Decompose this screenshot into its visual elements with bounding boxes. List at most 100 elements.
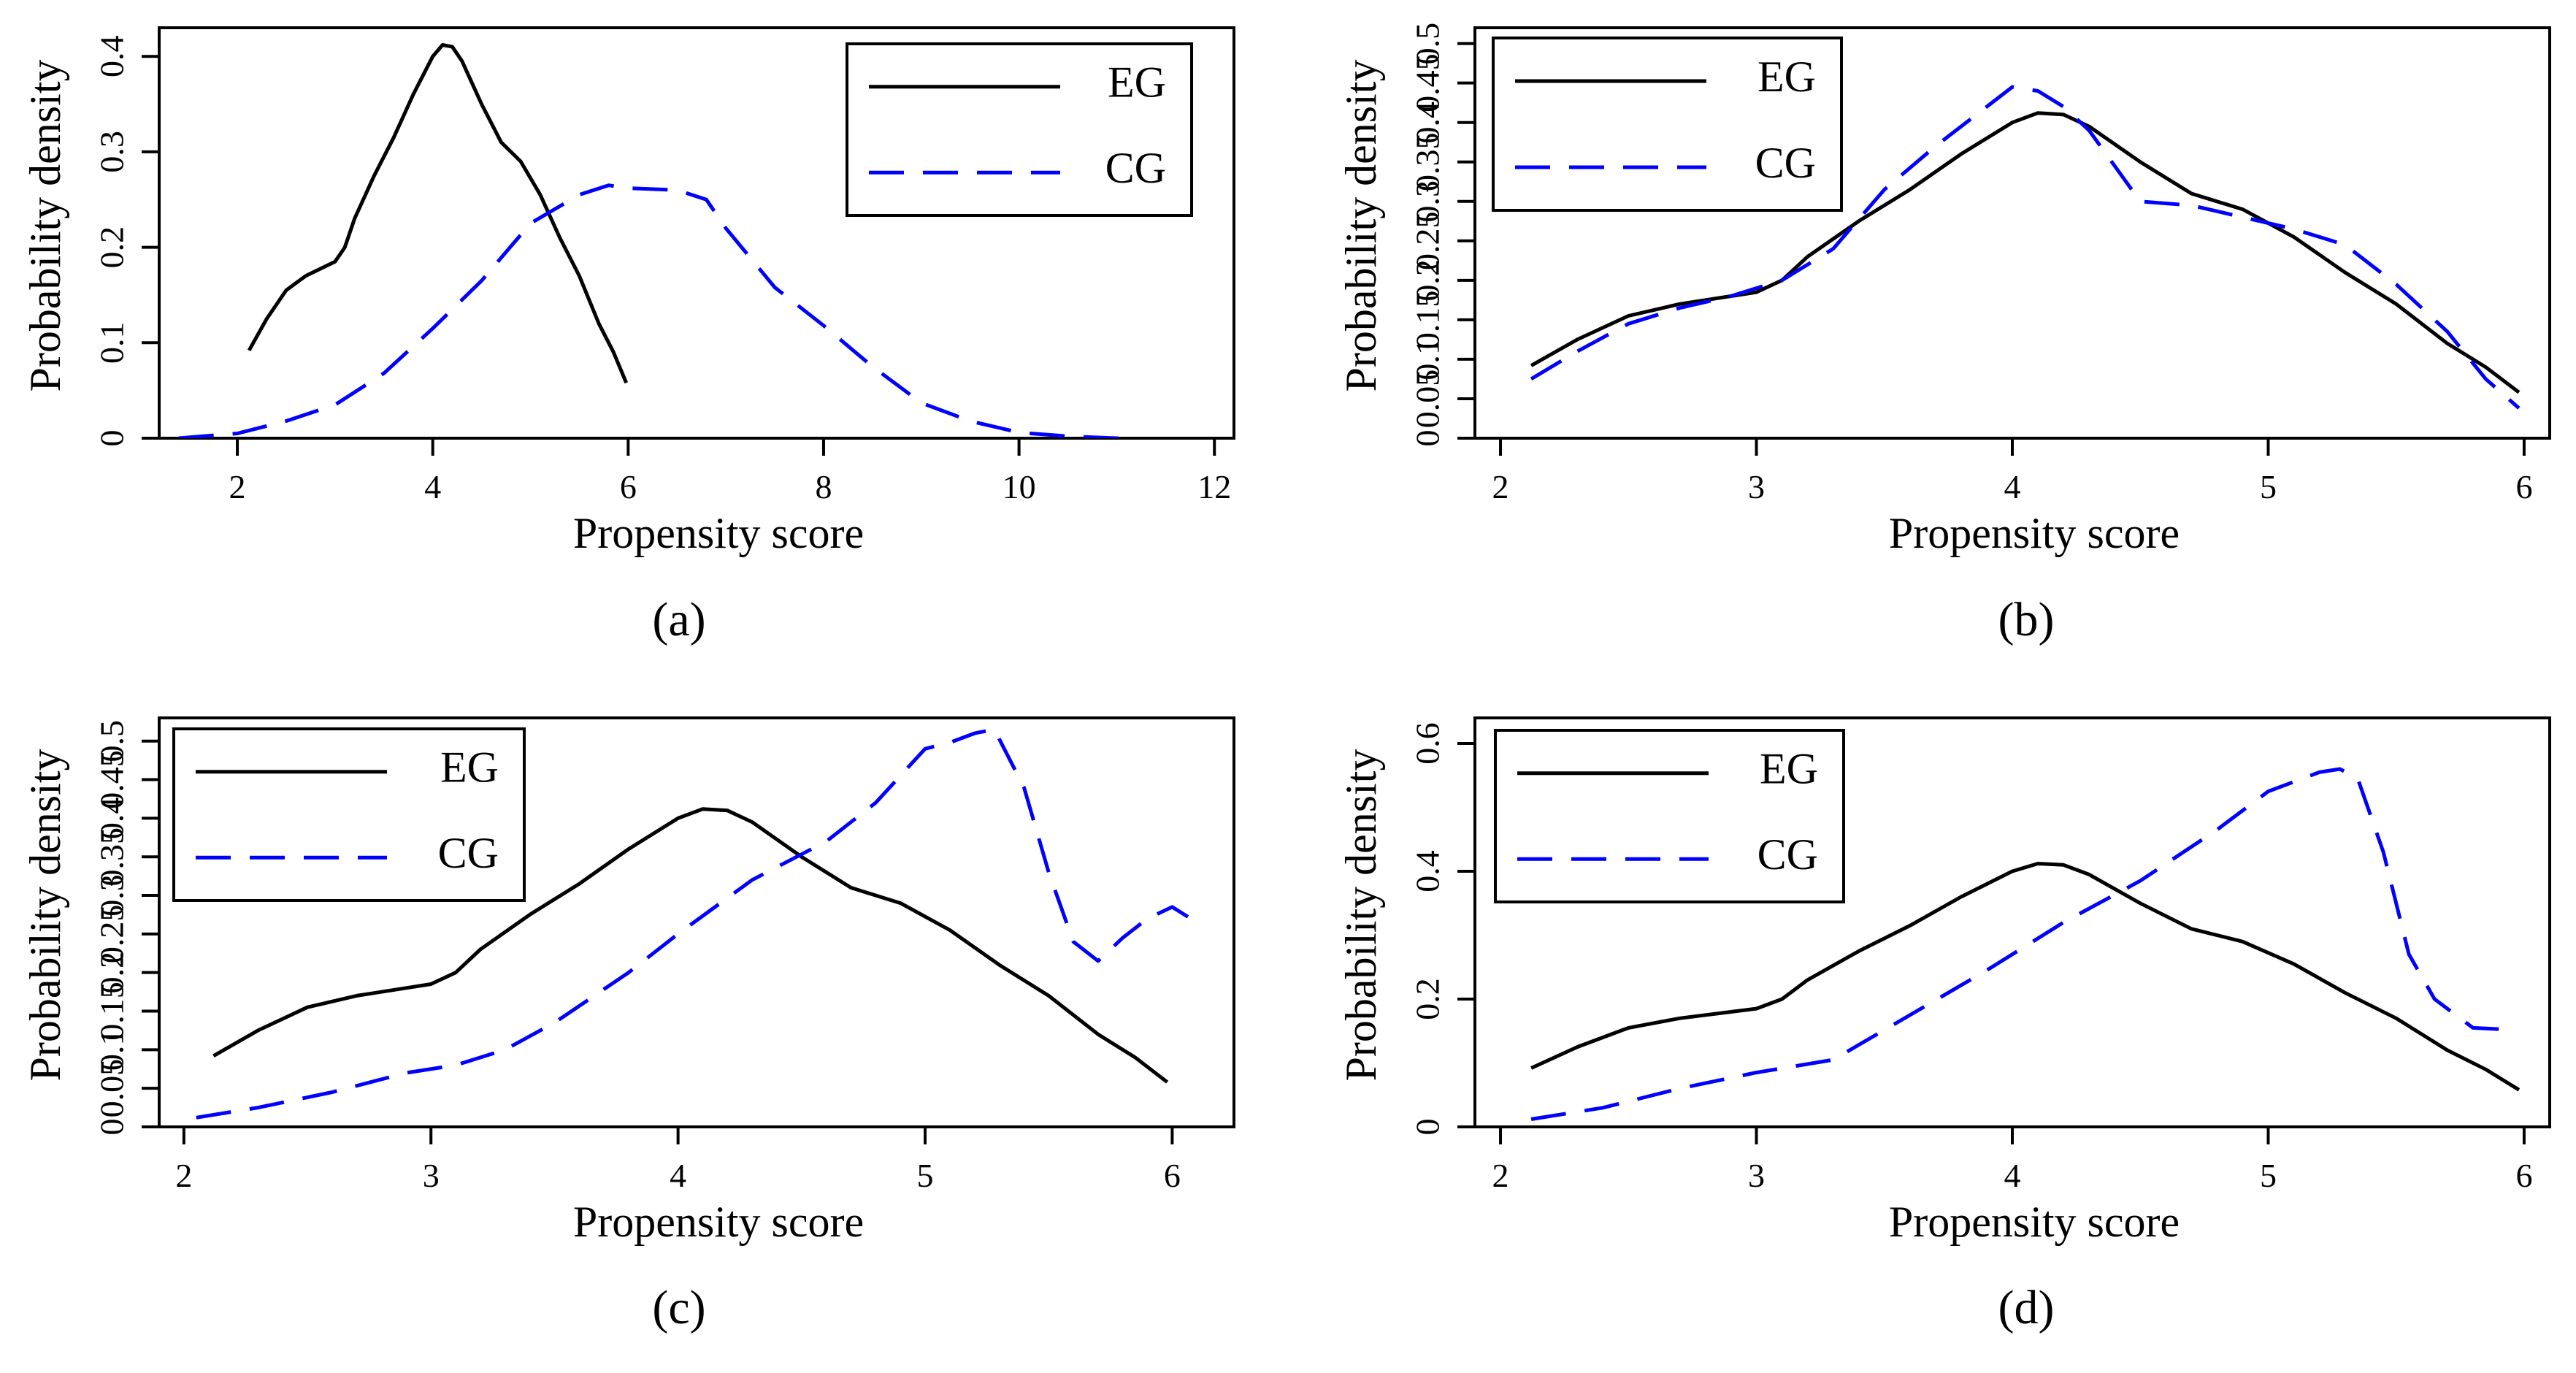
legend-d: EG CG: [1494, 729, 1845, 903]
y-tick-label-d: 0: [1409, 1119, 1446, 1136]
y-tick-label-b: 0.5: [1409, 23, 1446, 65]
series-group-c: [196, 727, 1198, 1120]
panel-label-c: (c): [652, 1281, 705, 1334]
x-tick-label-d: 2: [1492, 1157, 1509, 1194]
y-tick-label-c: 0.1: [93, 1029, 131, 1071]
x-tick-label-c: 3: [423, 1157, 440, 1194]
legend-b: EG CG: [1492, 37, 1843, 212]
y-axis-a: 0 0.1 0.2 0.3 0.4 Probability density: [21, 35, 161, 447]
x-tick-label-a: 4: [424, 468, 441, 505]
y-tick-label-c: 0.15: [93, 982, 131, 1041]
x-tick-label-a: 10: [1003, 468, 1036, 505]
legend-frame-d: [1494, 729, 1845, 903]
y-tick-label-b: 0: [1409, 430, 1446, 447]
y-tick-label-b: 0.2: [1409, 259, 1446, 302]
y-tick-label-c: 0.4: [93, 798, 131, 840]
y-tick-label-a: 0: [93, 430, 131, 447]
legend-c: EG CG: [172, 727, 526, 902]
y-tick-label-a: 0.3: [93, 131, 131, 173]
y-axis-d: 0 0.2 0.4 0.6 Probability density: [1337, 722, 1476, 1136]
y-tick-label-a: 0.1: [93, 322, 131, 364]
y-tick-label-c: 0.5: [93, 720, 131, 762]
legend-frame-a: [846, 42, 1193, 217]
y-tick-label-d: 0.4: [1409, 850, 1446, 892]
y-axis-label-d: Probability density: [1337, 749, 1385, 1082]
legend-label-eg-b: EG: [1757, 53, 1816, 101]
x-axis-label-c: Propensity score: [573, 1198, 864, 1246]
legend-label-eg-c: EG: [440, 743, 499, 792]
panel-d: 2 3 4 5 6 Propensity score 0 0.2 0.4 0.6 Probabili…: [1337, 716, 2551, 1334]
x-tick-label-a: 2: [229, 468, 246, 505]
y-tick-label-d: 0.6: [1409, 722, 1446, 765]
x-tick-label-b: 4: [2004, 468, 2021, 505]
x-tick-label-a: 8: [815, 468, 832, 505]
legend-frame-b: [1492, 37, 1843, 212]
y-axis-b: 00.050.10.150.20.250.30.350.40.450.5 Prob…: [1337, 23, 1476, 447]
x-tick-label-b: 5: [2260, 468, 2277, 505]
y-axis-c: 00.050.10.150.20.250.30.350.40.450.5 Prob…: [21, 720, 161, 1136]
series-line-cg-b: [1530, 85, 2521, 410]
y-tick-label-c: 0.45: [93, 750, 131, 809]
x-tick-label-d: 6: [2515, 1157, 2532, 1194]
legend-a: EG CG: [846, 42, 1193, 217]
x-axis-label-d: Propensity score: [1889, 1198, 2180, 1246]
y-axis-label-b: Probability density: [1337, 60, 1385, 392]
legend-label-cg-d: CG: [1757, 830, 1818, 879]
series-line-cg-d: [1530, 767, 2512, 1121]
x-tick-label-b: 3: [1748, 468, 1765, 505]
y-tick-label-c: 0.3: [93, 874, 131, 917]
panel-label-d: (d): [1998, 1281, 2055, 1334]
x-tick-label-b: 2: [1492, 468, 1509, 505]
y-tick-label-d: 0.2: [1409, 978, 1446, 1020]
series-group-b: [1530, 85, 2521, 410]
x-tick-label-b: 6: [2515, 468, 2532, 505]
x-axis-d: 2 3 4 5 6 Propensity score: [1492, 1125, 2532, 1246]
panel-a: 2 4 6 8 10 12 Propensity score 0 0.1 0.2 0.3 0.4 Pro…: [21, 26, 1235, 646]
series-group-d: [1530, 767, 2521, 1121]
x-tick-label-d: 5: [2260, 1157, 2277, 1194]
y-tick-label-c: 0.05: [93, 1059, 131, 1118]
x-axis-label-b: Propensity score: [1889, 509, 2180, 557]
y-tick-label-b: 0.3: [1409, 180, 1446, 223]
y-tick-label-b: 0.35: [1409, 132, 1446, 191]
x-axis-b: 2 3 4 5 6 Propensity score: [1492, 437, 2532, 557]
y-tick-label-b: 0.05: [1409, 370, 1446, 429]
x-tick-label-c: 6: [1164, 1157, 1181, 1194]
x-tick-label-a: 12: [1197, 468, 1231, 505]
series-group-a: [178, 43, 1127, 438]
legend-label-cg-c: CG: [438, 829, 499, 877]
x-tick-label-c: 4: [670, 1157, 686, 1194]
series-line-eg-a: [247, 43, 629, 384]
y-tick-label-c: 0.25: [93, 905, 131, 964]
x-tick-label-c: 5: [917, 1157, 934, 1194]
x-tick-label-d: 4: [2004, 1157, 2021, 1194]
y-tick-label-c: 0.2: [93, 952, 131, 994]
series-line-eg-b: [1530, 111, 2521, 394]
y-tick-label-c: 0: [93, 1119, 131, 1136]
series-line-cg-a: [178, 183, 1127, 438]
x-axis-c: 2 3 4 5 6 Propensity score: [175, 1125, 1181, 1246]
x-tick-label-a: 6: [620, 468, 637, 505]
legend-label-cg-a: CG: [1105, 144, 1166, 192]
x-axis-a: 2 4 6 8 10 12 Propensity score: [229, 437, 1231, 557]
y-axis-label-c: Probability density: [21, 749, 69, 1082]
y-tick-label-b: 0.45: [1409, 53, 1446, 112]
y-tick-label-b: 0.15: [1409, 291, 1446, 350]
series-line-eg-d: [1530, 862, 2521, 1092]
panel-label-a: (a): [652, 593, 705, 646]
legend-frame-c: [172, 727, 526, 902]
panel-c: 2 3 4 5 6 Propensity score 00.050.10.150.20.25…: [21, 716, 1235, 1334]
y-axis-label-a: Probability density: [21, 60, 69, 392]
y-tick-label-a: 0.4: [93, 35, 131, 77]
y-tick-label-a: 0.2: [93, 226, 131, 269]
legend-label-eg-a: EG: [1108, 58, 1166, 107]
panel-label-b: (b): [1998, 593, 2055, 646]
y-tick-label-b: 0.1: [1409, 338, 1446, 380]
legend-label-eg-d: EG: [1760, 745, 1818, 793]
x-axis-label-a: Propensity score: [573, 509, 864, 557]
series-line-eg-c: [212, 807, 1169, 1084]
panel-b: 2 3 4 5 6 Propensity score 00.050.10.150.20.25…: [1337, 23, 2551, 646]
y-tick-label-c: 0.35: [93, 827, 131, 887]
